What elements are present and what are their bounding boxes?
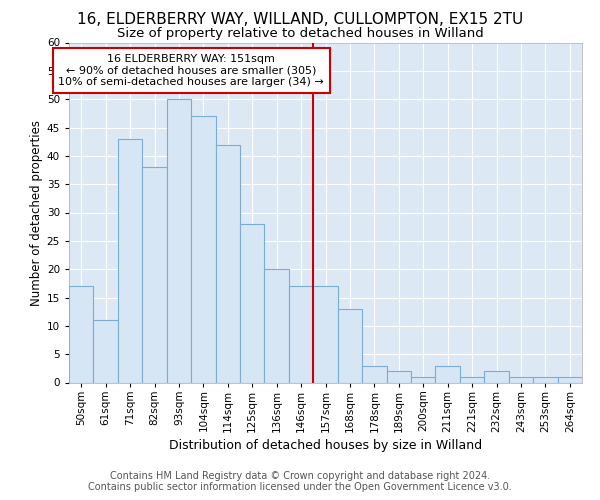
Text: Contains HM Land Registry data © Crown copyright and database right 2024.
Contai: Contains HM Land Registry data © Crown c… <box>88 471 512 492</box>
Bar <box>215 144 240 382</box>
X-axis label: Distribution of detached houses by size in Willand: Distribution of detached houses by size … <box>169 438 482 452</box>
Bar <box>436 366 460 382</box>
Bar <box>557 377 582 382</box>
Bar <box>167 99 191 382</box>
Bar <box>509 377 533 382</box>
Bar <box>460 377 484 382</box>
Bar <box>240 224 265 382</box>
Bar <box>289 286 313 382</box>
Text: 16 ELDERBERRY WAY: 151sqm
← 90% of detached houses are smaller (305)
10% of semi: 16 ELDERBERRY WAY: 151sqm ← 90% of detac… <box>58 54 324 87</box>
Bar <box>411 377 436 382</box>
Bar <box>142 167 167 382</box>
Bar <box>191 116 215 382</box>
Bar <box>69 286 94 382</box>
Bar <box>386 371 411 382</box>
Bar <box>313 286 338 382</box>
Text: Size of property relative to detached houses in Willand: Size of property relative to detached ho… <box>116 28 484 40</box>
Bar <box>533 377 557 382</box>
Bar <box>94 320 118 382</box>
Bar <box>338 309 362 382</box>
Y-axis label: Number of detached properties: Number of detached properties <box>29 120 43 306</box>
Bar <box>362 366 386 382</box>
Text: 16, ELDERBERRY WAY, WILLAND, CULLOMPTON, EX15 2TU: 16, ELDERBERRY WAY, WILLAND, CULLOMPTON,… <box>77 12 523 28</box>
Bar <box>265 269 289 382</box>
Bar <box>118 139 142 382</box>
Bar <box>484 371 509 382</box>
